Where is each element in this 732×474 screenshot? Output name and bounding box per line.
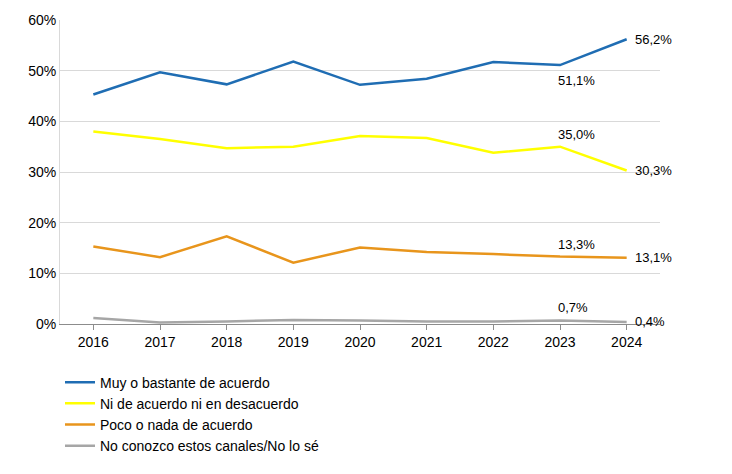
- svg-text:35,0%: 35,0%: [558, 127, 595, 142]
- svg-text:13,3%: 13,3%: [558, 237, 595, 252]
- svg-text:2021: 2021: [411, 334, 442, 350]
- svg-text:0%: 0%: [36, 316, 56, 332]
- svg-text:50%: 50%: [28, 63, 56, 79]
- svg-text:56,2%: 56,2%: [635, 32, 672, 47]
- svg-text:Muy o bastante de acuerdo: Muy o bastante de acuerdo: [100, 375, 270, 391]
- svg-text:Poco o nada de acuerdo: Poco o nada de acuerdo: [100, 417, 253, 433]
- svg-text:2017: 2017: [144, 334, 175, 350]
- svg-text:2023: 2023: [544, 334, 575, 350]
- svg-text:0,4%: 0,4%: [635, 314, 665, 329]
- svg-text:2019: 2019: [278, 334, 309, 350]
- svg-text:51,1%: 51,1%: [558, 73, 595, 88]
- svg-text:2024: 2024: [611, 334, 642, 350]
- svg-text:2016: 2016: [78, 334, 109, 350]
- svg-text:2022: 2022: [478, 334, 509, 350]
- svg-text:30%: 30%: [28, 164, 56, 180]
- svg-text:2020: 2020: [344, 334, 375, 350]
- svg-text:30,3%: 30,3%: [635, 163, 672, 178]
- svg-text:0,7%: 0,7%: [558, 300, 588, 315]
- svg-text:60%: 60%: [28, 12, 56, 28]
- svg-text:No conozco estos canales/No lo: No conozco estos canales/No lo sé: [100, 438, 319, 454]
- svg-text:13,1%: 13,1%: [635, 250, 672, 265]
- svg-text:10%: 10%: [28, 265, 56, 281]
- svg-text:40%: 40%: [28, 113, 56, 129]
- svg-text:20%: 20%: [28, 215, 56, 231]
- svg-text:Ni de acuerdo ni en desacuerdo: Ni de acuerdo ni en desacuerdo: [100, 396, 299, 412]
- svg-text:2018: 2018: [211, 334, 242, 350]
